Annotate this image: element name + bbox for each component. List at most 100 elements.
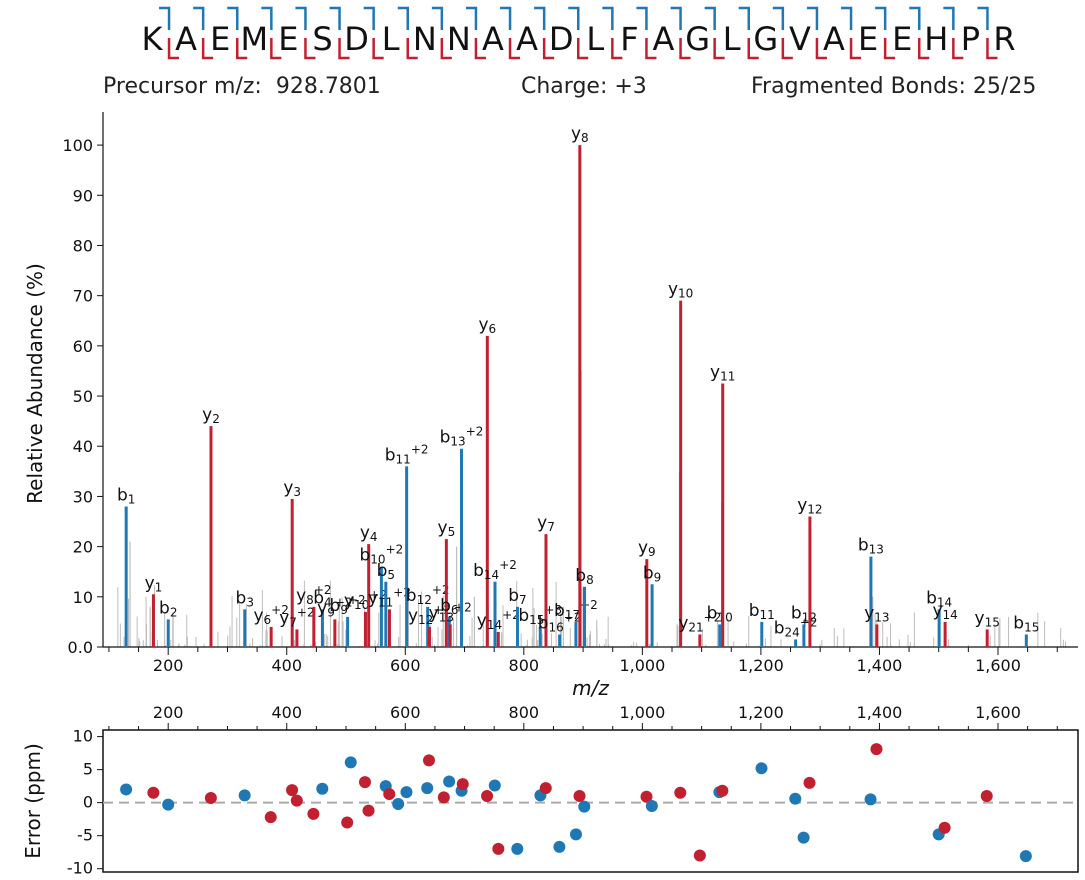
y-axis-label: Error (ppm) xyxy=(21,743,45,859)
fragmented-bonds-info: Fragmented Bonds: 25/25 xyxy=(751,74,1036,99)
peak-label: y6+2 xyxy=(253,603,288,627)
peak-label: b5 xyxy=(377,561,395,582)
x-tick-label: 1,000 xyxy=(619,656,665,675)
y-ion-error-point xyxy=(481,790,494,803)
peak-label: y7 xyxy=(537,513,555,534)
peak-label: y2 xyxy=(202,405,220,426)
y-ion-error-point xyxy=(204,792,217,805)
y-tick-label: 40 xyxy=(73,437,93,456)
b-ion-error-point xyxy=(755,762,768,775)
sequence-residue: N xyxy=(413,20,437,58)
b-ion-error-point xyxy=(392,797,405,810)
x-tick-label: 800 xyxy=(509,656,540,675)
y-ion-cleavage-marker xyxy=(713,38,725,60)
y-ion-error-point xyxy=(640,790,653,803)
peak-label: y15 xyxy=(975,608,1000,629)
sequence-residue: G xyxy=(753,20,778,58)
y-ion-cleavage-marker xyxy=(508,38,521,60)
y-ion-error-point xyxy=(693,849,706,862)
peak-label: y14 xyxy=(932,601,957,622)
sequence-residue: H xyxy=(924,20,948,58)
x-axis-label: m/z xyxy=(572,676,609,700)
y-ion-cleavage-marker xyxy=(372,38,384,60)
b-ion-cleavage-marker xyxy=(772,6,785,30)
y-ion-cleavage-marker xyxy=(236,38,248,60)
y-tick-label: 0.0 xyxy=(68,638,93,657)
peak-label: y8+2 xyxy=(296,583,331,607)
peak-label: y3 xyxy=(283,478,301,499)
y-tick-label: 100 xyxy=(62,136,93,155)
y-tick-label: 0 xyxy=(83,793,93,812)
sequence-residue: A xyxy=(516,20,538,58)
spectrum-chart: 0.0 10 20 30 40 50 60 70 80 90 100 200 400 600 800 1,00… xyxy=(23,112,1078,700)
peak-label: b10 xyxy=(707,603,733,624)
b-ion-error-point xyxy=(488,779,501,792)
x-tick-label: 800 xyxy=(509,703,540,722)
peak-label: b6 xyxy=(440,596,458,617)
peak-label: y9+2 xyxy=(317,595,352,619)
b-ion-cleavage-marker xyxy=(397,6,409,30)
peak-label: b11 xyxy=(749,601,775,622)
peak-label: b8 xyxy=(575,566,593,587)
peak-label: y13+2 xyxy=(429,600,472,624)
b-ion-error-point xyxy=(238,789,251,802)
y-tick-label: -5 xyxy=(77,826,93,845)
b-ion-cleavage-marker xyxy=(261,6,273,30)
x-tick-label: 400 xyxy=(271,656,302,675)
b-ion-cleavage-marker xyxy=(568,6,580,30)
sequence-residue: E xyxy=(858,20,878,58)
y-ion-cleavage-marker xyxy=(815,38,827,60)
y-ion-cleavage-marker xyxy=(577,38,589,60)
peak-label: b14 xyxy=(926,588,952,609)
y-ion-cleavage-marker xyxy=(338,38,350,60)
y-ion-error-point xyxy=(286,784,299,797)
charge-value: +3 xyxy=(614,74,647,99)
x-tick-label: 1,600 xyxy=(975,656,1021,675)
y-tick-label: 70 xyxy=(73,287,93,306)
sequence-residue: R xyxy=(993,20,1015,58)
matched-peaks: b1y1b2y2b3y6+2y3y7+2y8+2b4y9+2b9+2y10+2y… xyxy=(117,124,1039,647)
peak-label: b9 xyxy=(643,563,661,584)
b-ion-error-point xyxy=(511,842,524,855)
y-ion-cleavage-marker xyxy=(849,38,862,60)
sequence-residue: A xyxy=(823,20,845,58)
y-ion-error-point xyxy=(938,821,951,834)
peak-label: y4 xyxy=(360,523,378,544)
b-ion-cleavage-marker xyxy=(670,6,682,30)
y-tick-label: 5 xyxy=(83,760,93,779)
peak-label: y7+2 xyxy=(279,605,314,629)
y-ion-error-point xyxy=(803,776,816,789)
b-ion-error-point xyxy=(400,786,413,799)
b-ion-cleavage-marker xyxy=(159,6,171,30)
y-ion-cleavage-marker xyxy=(406,38,418,60)
x-tick-label: 1,200 xyxy=(738,656,784,675)
x-tick-label: 600 xyxy=(390,656,421,675)
peak-label: b15+3 xyxy=(518,603,562,627)
b-ion-cleavage-marker xyxy=(806,6,819,30)
peak-label: y9 xyxy=(638,538,656,559)
charge-info: Charge: +3 xyxy=(521,74,647,99)
y-ion-error-point xyxy=(358,776,371,789)
b-ion-cleavage-marker xyxy=(193,6,205,30)
peak-label: b13 xyxy=(858,536,884,557)
b-ion-cleavage-marker xyxy=(704,6,716,30)
bonds-label: Fragmented Bonds: xyxy=(751,74,966,99)
x-tick-label: 200 xyxy=(153,656,184,675)
y-ion-cleavage-marker xyxy=(952,38,964,60)
y-ion-cleavage-marker xyxy=(679,38,691,60)
y-ion-cleavage-marker xyxy=(304,38,316,60)
b-ion-error-point xyxy=(569,828,582,841)
x-tick-label: 1,400 xyxy=(857,703,903,722)
y-ion-cleavage-marker xyxy=(167,38,180,60)
peak-label: y13 xyxy=(864,603,889,624)
y-ion-cleavage-marker xyxy=(542,38,555,60)
y-ion-error-point xyxy=(539,782,552,795)
y-tick-label: 80 xyxy=(73,236,93,255)
y-ion-cleavage-marker xyxy=(781,38,793,60)
peak-label: b16+2 xyxy=(538,610,582,634)
x-tick-label: 400 xyxy=(271,703,302,722)
sequence-residue: N xyxy=(447,20,471,58)
b-ion-cleavage-marker xyxy=(909,6,921,30)
b-ion-error-point xyxy=(645,799,658,812)
sequence-residue: K xyxy=(142,20,164,58)
